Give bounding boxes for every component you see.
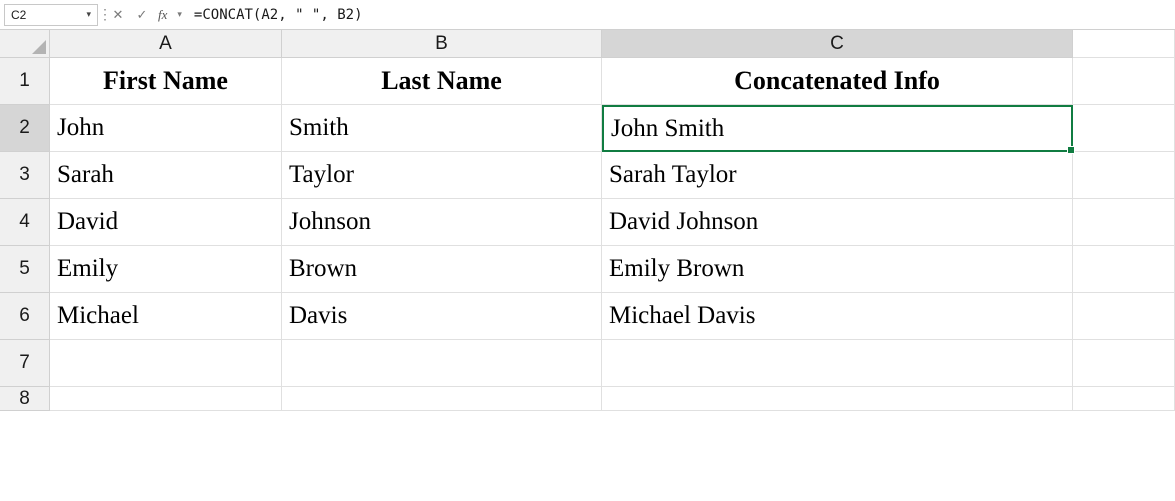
- cell-filler: [1073, 387, 1175, 411]
- cell[interactable]: [282, 340, 602, 387]
- cell[interactable]: David Johnson: [602, 199, 1073, 246]
- cell[interactable]: Last Name: [282, 58, 602, 105]
- row-header[interactable]: 3: [0, 152, 50, 199]
- formula-bar: C2 ▾ ⋮ ✕ ✓ fx ▾ =CONCAT(A2, " ", B2): [0, 0, 1175, 30]
- row-header[interactable]: 8: [0, 387, 50, 411]
- column-header-b[interactable]: B: [282, 30, 602, 58]
- grid-row: 4DavidJohnsonDavid Johnson: [0, 199, 1175, 246]
- formula-input[interactable]: =CONCAT(A2, " ", B2): [188, 4, 1171, 26]
- row-header[interactable]: 4: [0, 199, 50, 246]
- cell[interactable]: David: [50, 199, 282, 246]
- cell[interactable]: [282, 387, 602, 411]
- grid-body: 1First NameLast NameConcatenated Info2Jo…: [0, 58, 1175, 411]
- cell[interactable]: Michael: [50, 293, 282, 340]
- column-headers-row: A B C: [0, 30, 1175, 58]
- grid-row: 3SarahTaylorSarah Taylor: [0, 152, 1175, 199]
- cell[interactable]: Concatenated Info: [602, 58, 1073, 105]
- cell-filler: [1073, 293, 1175, 340]
- cell[interactable]: Michael Davis: [602, 293, 1073, 340]
- cell[interactable]: Davis: [282, 293, 602, 340]
- name-box[interactable]: C2 ▾: [4, 4, 98, 26]
- cell[interactable]: [50, 340, 282, 387]
- row-header[interactable]: 6: [0, 293, 50, 340]
- cancel-icon[interactable]: ✕: [110, 7, 126, 23]
- cell[interactable]: Taylor: [282, 152, 602, 199]
- cell[interactable]: John Smith: [602, 105, 1073, 152]
- cell-filler: [1073, 105, 1175, 152]
- grid-row: 8: [0, 387, 1175, 411]
- grid-row: 1First NameLast NameConcatenated Info: [0, 58, 1175, 105]
- cell-filler: [1073, 340, 1175, 387]
- cell[interactable]: Smith: [282, 105, 602, 152]
- spreadsheet-grid: A B C 1First NameLast NameConcatenated I…: [0, 30, 1175, 411]
- row-header[interactable]: 7: [0, 340, 50, 387]
- enter-icon[interactable]: ✓: [134, 7, 150, 23]
- formula-bar-icons: ✕ ✓ fx ▾: [104, 7, 188, 23]
- cell[interactable]: Sarah: [50, 152, 282, 199]
- column-header-a[interactable]: A: [50, 30, 282, 58]
- column-header-c[interactable]: C: [602, 30, 1073, 58]
- row-header[interactable]: 1: [0, 58, 50, 105]
- cell-filler: [1073, 199, 1175, 246]
- row-header[interactable]: 5: [0, 246, 50, 293]
- cell[interactable]: [602, 340, 1073, 387]
- cell-filler: [1073, 246, 1175, 293]
- cell[interactable]: Brown: [282, 246, 602, 293]
- select-all-corner[interactable]: [0, 30, 50, 58]
- cell[interactable]: Emily Brown: [602, 246, 1073, 293]
- fx-icon[interactable]: fx: [158, 7, 167, 23]
- chevron-down-icon[interactable]: ▾: [177, 9, 182, 20]
- column-header-filler: [1073, 30, 1175, 58]
- grid-row: 2JohnSmithJohn Smith: [0, 105, 1175, 152]
- chevron-down-icon[interactable]: ▾: [86, 9, 91, 20]
- cell[interactable]: [50, 387, 282, 411]
- cell-filler: [1073, 152, 1175, 199]
- cell[interactable]: Sarah Taylor: [602, 152, 1073, 199]
- cell-filler: [1073, 58, 1175, 105]
- cell[interactable]: Emily: [50, 246, 282, 293]
- cell[interactable]: John: [50, 105, 282, 152]
- row-header[interactable]: 2: [0, 105, 50, 152]
- grid-row: 5EmilyBrownEmily Brown: [0, 246, 1175, 293]
- grid-row: 6MichaelDavisMichael Davis: [0, 293, 1175, 340]
- cell[interactable]: [602, 387, 1073, 411]
- cell[interactable]: Johnson: [282, 199, 602, 246]
- grid-row: 7: [0, 340, 1175, 387]
- cell[interactable]: First Name: [50, 58, 282, 105]
- name-box-value: C2: [11, 8, 26, 22]
